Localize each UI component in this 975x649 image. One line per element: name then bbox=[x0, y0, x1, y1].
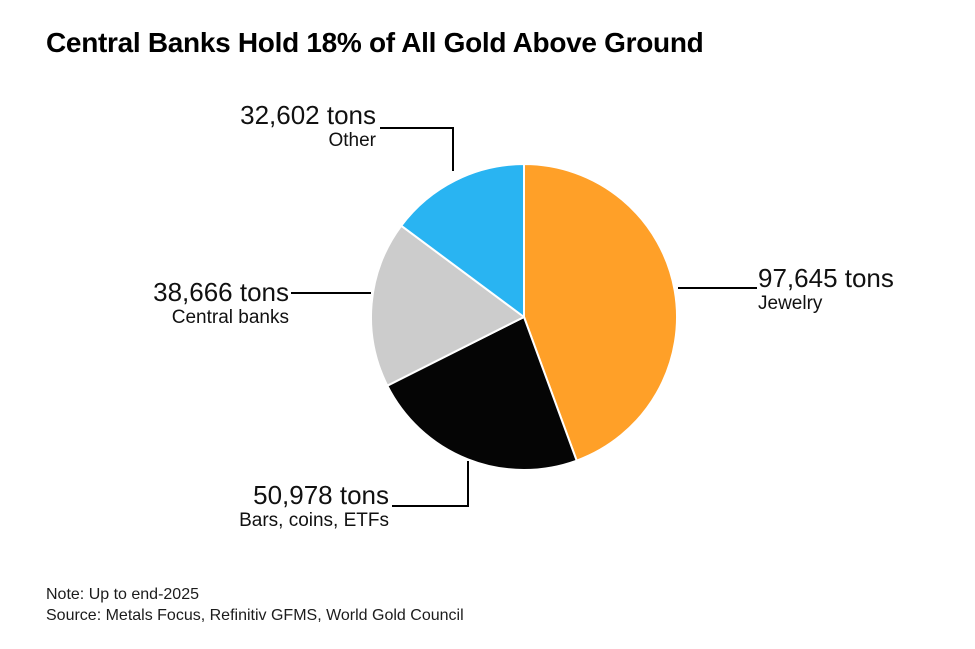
pie-slice-central-banks bbox=[370, 224, 525, 387]
annotation-jewelry-value: 97,645 tons bbox=[758, 263, 894, 293]
annotation-other: 32,602 tons Other bbox=[240, 100, 376, 152]
annotation-central-banks-label: Central banks bbox=[171, 307, 289, 328]
chart-note: Note: Up to end-2025 bbox=[46, 586, 199, 603]
chart-source: Source: Metals Focus, Refinitiv GFMS, Wo… bbox=[46, 607, 464, 624]
chart-footer: Note: Up to end-2025 Source: Metals Focu… bbox=[46, 584, 464, 626]
annotation-other-label: Other bbox=[328, 130, 376, 151]
chart-title: Central Banks Hold 18% of All Gold Above… bbox=[46, 27, 704, 58]
annotation-jewelry: 97,645 tons Jewelry bbox=[758, 263, 894, 315]
annotation-central-banks: 38,666 tons Central banks bbox=[153, 277, 289, 329]
leader-bars-coins-etfs bbox=[392, 461, 469, 507]
annotation-jewelry-label: Jewelry bbox=[758, 293, 823, 314]
annotation-central-banks-value: 38,666 tons bbox=[153, 277, 289, 307]
annotation-bars-coins-etfs-label: Bars, coins, ETFs bbox=[239, 510, 389, 531]
leader-other bbox=[380, 127, 454, 171]
pie-slice-bars-coins-etfs bbox=[386, 316, 578, 471]
pie-slice-jewelry bbox=[523, 163, 678, 462]
annotation-bars-coins-etfs-value: 50,978 tons bbox=[253, 480, 389, 510]
annotation-bars-coins-etfs: 50,978 tons Bars, coins, ETFs bbox=[239, 480, 389, 532]
pie-slice-other bbox=[400, 163, 525, 318]
annotation-other-value: 32,602 tons bbox=[240, 100, 376, 130]
